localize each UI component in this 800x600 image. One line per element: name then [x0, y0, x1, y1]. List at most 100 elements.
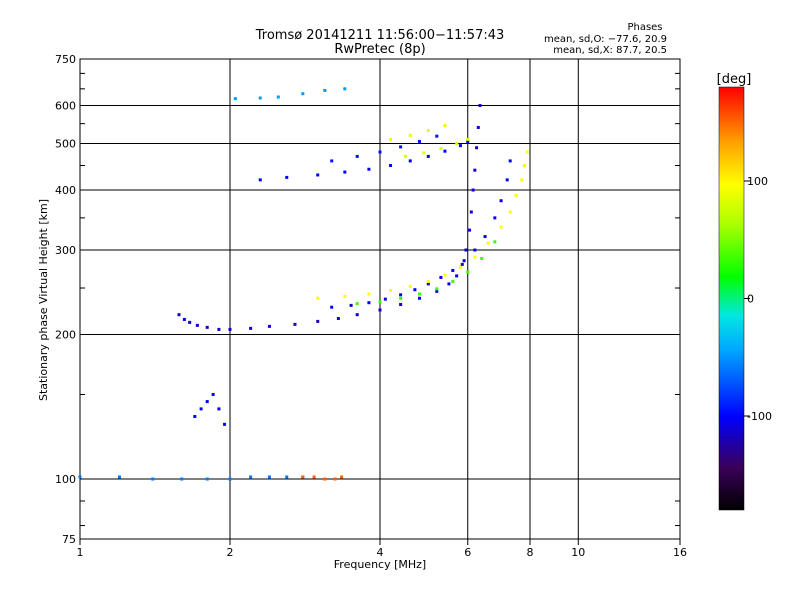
data-point: [343, 295, 347, 299]
data-point: [316, 296, 320, 300]
data-point: [285, 475, 289, 479]
data-point: [217, 407, 221, 411]
data-point: [117, 475, 121, 479]
x-tick-label: 4: [377, 546, 384, 559]
data-point: [267, 475, 271, 479]
data-point: [343, 87, 347, 91]
data-point: [508, 159, 512, 163]
data-point: [464, 248, 468, 252]
data-point: [443, 124, 447, 128]
data-point: [403, 154, 407, 158]
data-point: [343, 170, 347, 174]
data-point: [486, 241, 490, 245]
y-tick-label: 200: [55, 329, 76, 342]
data-point: [182, 317, 186, 321]
data-point: [523, 163, 527, 167]
x-tick-label: 16: [673, 546, 687, 559]
y-tick-label: 300: [55, 244, 76, 257]
data-point: [180, 477, 184, 481]
y-axis-label: Stationary phase Virtual Height [km]: [37, 199, 50, 401]
data-point: [389, 163, 393, 167]
data-point: [417, 296, 421, 300]
data-point: [493, 216, 497, 220]
grid-lines: [80, 59, 680, 539]
data-point: [508, 210, 512, 214]
data-point: [323, 477, 327, 481]
data-point: [520, 178, 524, 182]
data-point: [378, 308, 382, 312]
x-tick-label: 8: [527, 546, 534, 559]
data-point: [458, 265, 462, 269]
data-point: [439, 275, 443, 279]
colorbar-tick-label: 100: [747, 175, 768, 188]
data-point: [443, 149, 447, 153]
data-point: [249, 326, 253, 330]
data-point: [399, 145, 403, 149]
colorbar: [718, 86, 745, 511]
colorbar-tick-label: -100: [747, 410, 772, 423]
y-tick-label: 400: [55, 184, 76, 197]
data-point: [333, 477, 337, 481]
data-point: [455, 274, 459, 278]
y-tick-label: 750: [55, 53, 76, 66]
data-point: [383, 297, 387, 301]
data-point: [426, 279, 430, 283]
data-point: [408, 159, 412, 163]
data-point: [301, 475, 305, 479]
x-tick-label: 1: [77, 546, 84, 559]
data-point: [439, 147, 443, 151]
x-tick-label: 6: [464, 546, 471, 559]
data-point: [435, 287, 439, 291]
data-point: [466, 139, 470, 143]
x-axis-ticks: 1 2 4 6 8 10 16: [77, 539, 687, 559]
data-point: [426, 154, 430, 158]
data-point: [447, 282, 451, 286]
data-point: [205, 325, 209, 329]
data-point: [312, 475, 316, 479]
data-point: [476, 125, 480, 129]
data-point: [340, 475, 344, 479]
data-point: [443, 273, 447, 277]
data-point: [483, 235, 487, 239]
phases-x-stats: mean, sd,X: 87.7, 20.5: [553, 45, 667, 56]
y-axis-ticks: 75 100 200 300 400 500 600 750: [55, 53, 680, 546]
data-point: [514, 193, 518, 197]
data-point: [217, 327, 221, 331]
data-point: [525, 150, 529, 154]
data-point: [330, 159, 334, 163]
y-tick-label: 500: [55, 138, 76, 151]
data-point: [466, 270, 470, 274]
data-point: [228, 327, 232, 331]
data-point: [399, 296, 403, 300]
data-point: [417, 139, 421, 143]
data-point: [426, 129, 430, 133]
data-point: [435, 134, 439, 138]
data-point: [258, 178, 262, 182]
data-point: [177, 313, 181, 317]
data-point: [462, 259, 466, 263]
data-point: [408, 284, 412, 288]
data-point: [267, 324, 271, 328]
data-point: [233, 97, 237, 101]
data-point: [426, 282, 430, 286]
data-point: [195, 323, 199, 327]
y-tick-label: 75: [62, 533, 76, 546]
data-point: [473, 168, 477, 172]
data-point: [193, 414, 197, 418]
data-point: [499, 199, 503, 203]
data-point: [468, 228, 472, 232]
data-point: [505, 178, 509, 182]
data-point: [349, 303, 353, 307]
data-point: [460, 262, 464, 266]
data-point: [78, 475, 82, 479]
data-point: [151, 477, 155, 481]
x-axis-label: Frequency [MHz]: [334, 558, 426, 571]
data-point: [493, 240, 497, 244]
data-point: [293, 322, 297, 326]
data-point: [451, 268, 455, 272]
data-point: [469, 210, 473, 214]
data-point: [455, 142, 459, 146]
data-point: [378, 300, 382, 304]
data-point: [330, 305, 334, 309]
